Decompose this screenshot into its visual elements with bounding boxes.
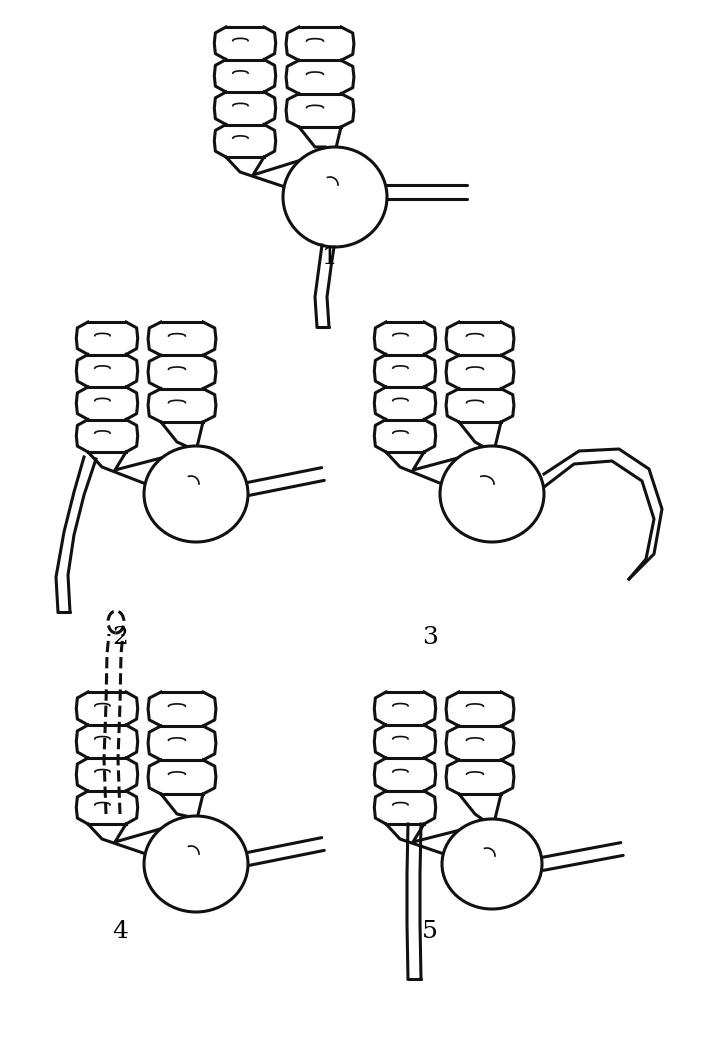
Ellipse shape bbox=[144, 446, 248, 542]
Bar bbox=[448, 692, 513, 726]
Text: 3: 3 bbox=[422, 626, 438, 648]
Bar bbox=[77, 725, 137, 758]
Text: 5: 5 bbox=[422, 920, 438, 944]
Ellipse shape bbox=[440, 446, 544, 542]
Ellipse shape bbox=[283, 147, 387, 247]
Bar bbox=[77, 322, 137, 355]
Bar bbox=[77, 692, 137, 725]
Bar bbox=[77, 791, 137, 824]
Bar bbox=[375, 692, 435, 725]
Bar bbox=[149, 692, 215, 726]
Bar bbox=[448, 356, 513, 388]
Bar bbox=[77, 355, 137, 387]
Ellipse shape bbox=[108, 611, 124, 633]
Bar bbox=[448, 760, 513, 794]
Bar bbox=[149, 322, 215, 356]
Bar bbox=[375, 420, 435, 452]
Bar bbox=[215, 92, 275, 124]
Ellipse shape bbox=[283, 147, 387, 247]
Bar bbox=[448, 322, 513, 356]
Bar bbox=[375, 791, 435, 824]
Bar bbox=[215, 124, 275, 157]
Bar bbox=[149, 726, 215, 760]
Bar bbox=[375, 758, 435, 791]
Ellipse shape bbox=[442, 820, 542, 909]
Bar bbox=[264, 137, 301, 157]
Bar bbox=[215, 60, 275, 92]
Bar bbox=[375, 387, 435, 420]
Ellipse shape bbox=[440, 446, 544, 542]
Ellipse shape bbox=[144, 446, 248, 542]
Bar bbox=[77, 387, 137, 420]
Bar bbox=[424, 432, 461, 452]
Bar bbox=[149, 760, 215, 794]
Bar bbox=[126, 804, 163, 824]
Bar bbox=[77, 758, 137, 791]
Bar bbox=[77, 420, 137, 452]
Bar bbox=[287, 27, 353, 60]
Bar bbox=[149, 356, 215, 388]
Bar bbox=[448, 388, 513, 422]
Text: 1: 1 bbox=[322, 245, 338, 268]
Bar bbox=[375, 355, 435, 387]
Bar bbox=[375, 725, 435, 758]
Text: 2: 2 bbox=[112, 626, 128, 648]
Bar bbox=[215, 27, 275, 60]
Bar bbox=[448, 726, 513, 760]
Bar bbox=[149, 388, 215, 422]
Bar bbox=[424, 804, 461, 824]
Text: 4: 4 bbox=[112, 920, 128, 944]
Bar bbox=[375, 322, 435, 355]
Ellipse shape bbox=[144, 816, 248, 912]
Bar bbox=[287, 94, 353, 127]
Ellipse shape bbox=[442, 820, 542, 909]
Bar bbox=[126, 432, 163, 452]
Bar bbox=[287, 60, 353, 94]
Ellipse shape bbox=[144, 816, 248, 912]
